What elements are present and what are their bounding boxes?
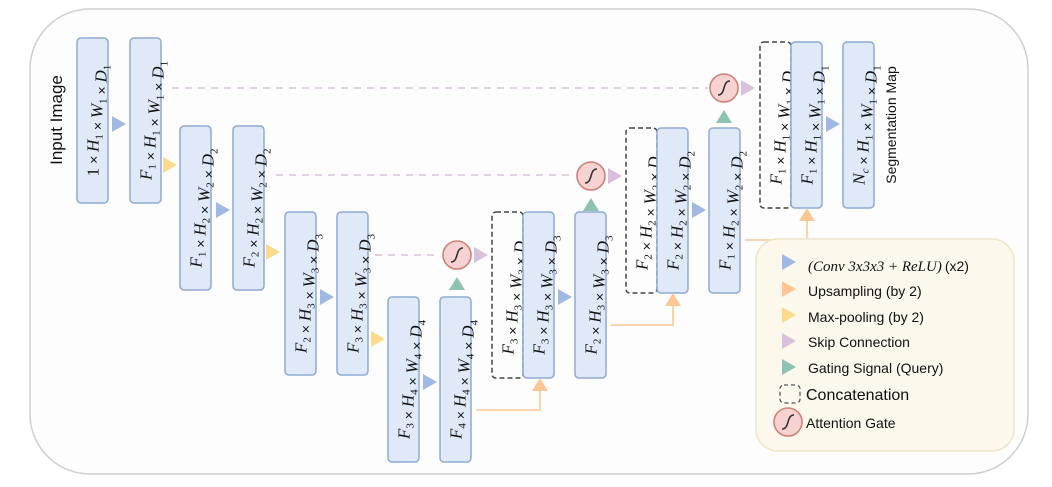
feature-map-box (439, 296, 472, 463)
conv-arrow-icon (112, 116, 126, 132)
feature-map-d1a: F1 × H1 × W1 × D1 (790, 41, 832, 209)
maxpool-arrow-icon (163, 157, 177, 173)
upsampling-arrow-icon (532, 378, 548, 391)
feature-map-e2a: F1 × H2 × W2 × D2 (179, 125, 221, 291)
legend-maxpool-icon (782, 307, 796, 323)
feature-map-d2b: F1 × H2 × W2 × D2 (708, 127, 750, 294)
feature-map-e3a: F2 × H3 × W3 × D3 (284, 211, 326, 376)
feature-map-e4a: F3 × H4 × W4 × D4 (387, 296, 429, 463)
skip-arrow-icon (608, 168, 622, 184)
maxpool-arrow-icon (266, 244, 280, 260)
sigmoid-icon (717, 80, 731, 96)
feature-map-in: 1 × H1 × W1 × D1 (76, 37, 114, 204)
feature-map-dimensions: F1 × H2 × W2 × D2 (187, 148, 221, 268)
feature-map-box (179, 125, 212, 291)
attention-gate (442, 240, 472, 270)
segmentation-map-label: Segmentation Map (883, 66, 899, 184)
feature-map-box (656, 127, 689, 294)
upsampling-path (611, 305, 674, 326)
sigmoid-icon (584, 168, 598, 184)
feature-map-e2b: F2 × H2 × W2 × D2 (232, 125, 274, 291)
feature-map-dimensions: F1 × H2 × W2 × D2 (716, 151, 750, 271)
maxpool-arrow-icon (371, 331, 385, 347)
legend: (Conv 3x3x3 + ReLU) (x2) Upsampling (by 2… (755, 238, 1015, 452)
feature-map-box (574, 211, 607, 379)
feature-map-box (232, 125, 265, 291)
connections (172, 87, 808, 411)
conv-arrow-icon (216, 202, 230, 218)
feature-map-dimensions: F2 × H3 × W3 × D3 (292, 233, 326, 354)
upsampling-arrow-icon (799, 208, 815, 221)
gating-signal-arrow-icon (449, 277, 465, 290)
skip-arrow-icon (741, 80, 755, 96)
feature-map-box (708, 127, 741, 294)
legend-gating-label: Gating Signal (Query) (808, 360, 943, 376)
upsampling-arrow-icon (665, 293, 681, 306)
feature-map-dimensions: F2 × H2 × W2 × D2 (664, 151, 698, 271)
attention-gate (709, 73, 739, 103)
feature-map-e4b: F4 × H4 × W4 × D4 (439, 296, 481, 463)
input-image-label: Input Image (47, 75, 66, 165)
legend-panel (755, 238, 1015, 452)
feature-map-e3b: F3 × H3 × W3 × D3 (336, 211, 378, 376)
feature-map-d2c: F2 × H2 × W2 × D2 (625, 127, 667, 294)
feature-map-blocks: 1 × H1 × W1 × D1 F1 × H1 × W1 × D1 F1 × H2… (76, 37, 884, 463)
gating-signal-arrow-icon (716, 110, 732, 123)
conv-arrow-icon (423, 374, 437, 390)
legend-conv-icon (782, 254, 796, 270)
feature-map-d3b: F2 × H3 × W3 × D3 (574, 211, 616, 379)
feature-map-d2a: F2 × H2 × W2 × D2 (656, 127, 698, 294)
feature-map-box (284, 211, 317, 376)
sigmoid-icon (450, 247, 464, 263)
feature-map-d3a: F3 × H3 × W3 × D3 (522, 211, 564, 379)
conv-arrow-icon (558, 289, 572, 305)
feature-map-out: Nc × H1 × W1 × D1 (842, 41, 884, 209)
feature-map-dimensions: F3 × H4 × W4 × D4 (395, 319, 429, 440)
feature-map-dimensions: 1 × H1 × W1 × D1 (84, 65, 114, 177)
skip-arrow-icon (474, 247, 488, 263)
feature-map-box (790, 41, 823, 209)
legend-conv-label: (Conv 3x3x3 + ReLU) (x2) (808, 258, 969, 275)
sigmoid-icon (781, 414, 795, 430)
operation-arrows (112, 73, 840, 391)
feature-map-dimensions: F2 × H3 × W3 × D3 (582, 235, 616, 356)
feature-map-box (336, 211, 369, 376)
legend-upsampling-icon (782, 281, 796, 297)
legend-upsampling-label: Upsampling (by 2) (808, 283, 922, 299)
conv-arrow-icon (320, 289, 334, 305)
upsampling-path (476, 390, 541, 411)
feature-map-box (76, 37, 109, 204)
legend-gating-icon (782, 359, 796, 375)
feature-map-dimensions: F1 × H1 × W1 × D1 (137, 61, 171, 181)
feature-map-box (387, 296, 420, 463)
attention-gate (773, 407, 803, 437)
conv-arrow-icon (692, 202, 706, 218)
conv-arrow-icon (826, 116, 840, 132)
feature-map-dimensions: F3 × H3 × W3 × D3 (344, 233, 378, 354)
feature-map-box (522, 211, 555, 379)
legend-skip-label: Skip Connection (808, 334, 910, 350)
legend-attention-gate-label: Attention Gate (806, 415, 896, 431)
legend-skip-icon (782, 333, 796, 349)
feature-map-box (129, 37, 162, 204)
feature-map-dimensions: F2 × H2 × W2 × D2 (240, 148, 274, 268)
legend-concatenation-icon (779, 384, 801, 404)
feature-map-dimensions: Nc × H1 × W1 × D1 (850, 65, 884, 185)
attention-gate (576, 161, 606, 191)
feature-map-dimensions: F4 × H4 × W4 × D4 (447, 319, 481, 440)
feature-map-box (842, 41, 875, 209)
legend-concatenation-label: Concatenation (806, 387, 909, 404)
gating-signal-arrow-icon (583, 198, 599, 211)
feature-map-e1: F1 × H1 × W1 × D1 (129, 37, 171, 204)
feature-map-dimensions: F3 × H3 × W3 × D3 (530, 235, 564, 356)
feature-map-dimensions: F1 × H1 × W1 × D1 (798, 65, 832, 185)
legend-maxpool-label: Max-pooling (by 2) (808, 309, 924, 325)
